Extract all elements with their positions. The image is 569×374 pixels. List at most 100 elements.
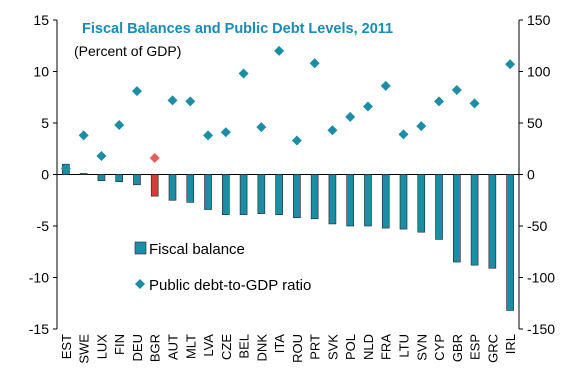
bar-bel [239, 174, 248, 215]
bar-nld [364, 174, 372, 227]
category-label-dnk: DNK [254, 334, 269, 362]
marker-cze [220, 127, 231, 138]
marker-irl [505, 59, 516, 70]
marker-ita [274, 45, 285, 56]
chart-title: Fiscal Balances and Public Debt Levels, … [82, 21, 393, 37]
right-tick-label: 0 [527, 167, 535, 183]
right-y-axis: -150 -100 -50 0 50 100 150 [519, 12, 555, 337]
bar-svn [417, 174, 426, 233]
marker-ltu [398, 129, 409, 140]
legend-label-fiscal-balance: Fiscal balance [149, 241, 245, 258]
left-tick-label: -15 [29, 321, 49, 337]
category-label-swe: SWE [77, 334, 92, 364]
category-label-fra: FRA [379, 334, 394, 360]
category-label-ltu: LTU [397, 334, 412, 358]
marker-est [60, 163, 71, 174]
category-label-lux: LUX [94, 334, 109, 360]
category-labels: EST SWE LUX FIN DEU BGR AUT MLT LVA CZE BEL DNK ITA R… [59, 334, 518, 364]
category-label-ita: ITA [272, 334, 287, 354]
marker-svn [416, 121, 427, 132]
bar-lux [97, 174, 106, 181]
marker-bgr [149, 153, 160, 164]
right-tick-label: -100 [527, 270, 555, 286]
category-label-irl: IRL [503, 334, 518, 354]
bar-rou [293, 174, 301, 219]
bar-esp [470, 174, 479, 266]
left-tick-label: -5 [37, 218, 50, 234]
right-tick-label: 100 [527, 64, 551, 80]
left-y-axis: -15 -10 -5 0 5 10 15 [29, 12, 57, 337]
category-label-esp: ESP [468, 334, 483, 360]
bar-mlt [186, 174, 195, 203]
right-tick-label: -150 [527, 321, 555, 337]
category-label-prt: PRT [308, 334, 323, 360]
bar-lva [204, 174, 212, 210]
marker-fra [380, 80, 391, 91]
bar-bgr [150, 174, 159, 197]
chart-subtitle: (Percent of GDP) [74, 43, 181, 59]
right-tick-label: 150 [527, 12, 551, 28]
right-tick-label: 50 [527, 115, 543, 131]
category-label-svk: SVK [325, 334, 340, 360]
category-label-bel: BEL [237, 334, 252, 359]
right-tick-label: -50 [527, 218, 547, 234]
marker-swe [78, 130, 89, 141]
bar-aut [168, 174, 177, 201]
bar-ltu [399, 174, 408, 230]
category-label-grc: GRC [485, 334, 500, 363]
category-label-lva: LVA [201, 334, 216, 357]
bar-irl [506, 174, 514, 311]
category-label-mlt: MLT [183, 334, 198, 359]
bar-dnk [257, 174, 266, 214]
legend-label-debt-ratio: Public debt-to-GDP ratio [149, 277, 311, 294]
debt-ratio-markers [60, 45, 516, 174]
category-label-aut: AUT [166, 334, 181, 360]
bar-fin [115, 174, 123, 183]
category-label-pol: POL [343, 334, 358, 360]
bar-cze [222, 174, 230, 215]
bar-pol [346, 174, 354, 227]
left-tick-label: 15 [33, 12, 49, 28]
marker-fin [114, 120, 125, 131]
marker-pol [345, 111, 356, 122]
left-tick-label: 10 [33, 64, 49, 80]
marker-prt [309, 58, 320, 69]
marker-deu [131, 86, 142, 97]
marker-lux [96, 150, 107, 161]
category-label-fin: FIN [112, 334, 127, 355]
marker-dnk [256, 122, 267, 133]
category-label-svn: SVN [414, 334, 429, 361]
category-label-cze: CZE [219, 334, 234, 360]
legend: Fiscal balance Public debt-to-GDP ratio [134, 241, 311, 294]
marker-gbr [451, 85, 462, 96]
bar-gbr [453, 174, 461, 263]
marker-nld [362, 101, 373, 112]
left-tick-label: 0 [41, 167, 49, 183]
legend-swatch-debt-ratio [135, 279, 145, 289]
bar-swe [79, 173, 88, 175]
marker-bel [238, 68, 249, 79]
category-label-rou: ROU [290, 334, 305, 363]
marker-esp [469, 98, 480, 109]
category-label-est: EST [59, 334, 74, 359]
bar-cyp [435, 174, 443, 240]
left-tick-label: -10 [29, 270, 49, 286]
marker-aut [167, 95, 178, 106]
left-tick-label: 5 [41, 115, 49, 131]
category-label-bgr: BGR [148, 334, 163, 362]
bar-deu [133, 174, 141, 186]
bar-prt [310, 174, 319, 220]
marker-cyp [434, 96, 445, 107]
bar-svk [328, 174, 337, 225]
category-label-gbr: GBR [450, 334, 465, 362]
bar-fra [381, 174, 390, 229]
marker-rou [291, 135, 302, 146]
fiscal-balance-bars [62, 163, 514, 311]
bar-ita [275, 174, 283, 215]
marker-svk [327, 125, 338, 136]
legend-swatch-fiscal-balance [134, 241, 147, 255]
category-label-cyp: CYP [432, 334, 447, 361]
category-label-deu: DEU [130, 334, 145, 361]
category-label-nld: NLD [361, 334, 376, 360]
